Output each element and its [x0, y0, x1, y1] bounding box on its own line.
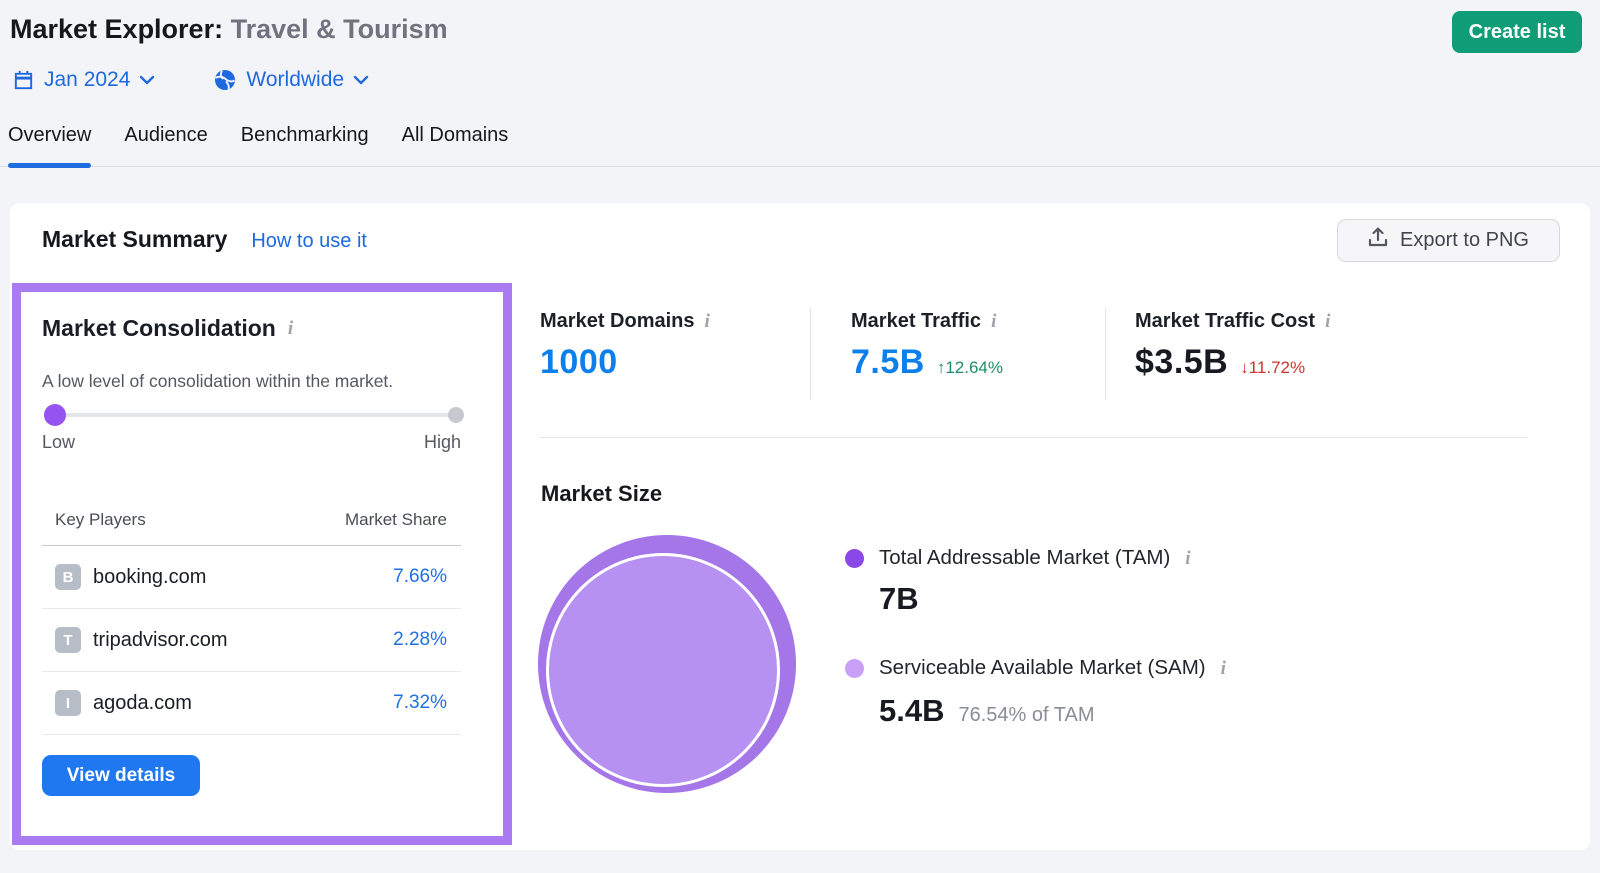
market-consolidation-panel: Market Consolidation i A low level of co…	[12, 283, 512, 845]
table-row-agoda[interactable]: I agoda.com 7.32%	[42, 672, 461, 735]
page-title: Market Explorer: Travel & Tourism	[10, 14, 448, 45]
tab-overview[interactable]: Overview	[8, 124, 92, 168]
region-selector[interactable]: Worldwide	[213, 68, 369, 92]
market-traffic-value: 7.5B	[851, 343, 925, 381]
market-traffic-change: ↑12.64%	[936, 358, 1003, 377]
divider	[810, 308, 811, 400]
tam-info-icon[interactable]: i	[1185, 547, 1191, 569]
consolidation-info-icon[interactable]: i	[287, 318, 294, 339]
slider-high-label: High	[423, 432, 461, 452]
stat-market-traffic: Market Traffic i 7.5B ↑12.64%	[851, 310, 1003, 382]
export-icon	[1368, 227, 1388, 254]
consolidation-description: A low level of consolidation within the …	[42, 371, 394, 391]
market-traffic-label: Market Traffic	[851, 310, 982, 332]
market-domains-value: 1000	[540, 343, 618, 381]
market-traffic-cost-change: ↓11.72%	[1240, 358, 1306, 377]
market-traffic-cost-label: Market Traffic Cost	[1135, 310, 1316, 332]
table-row-tripadvisor[interactable]: T tripadvisor.com 2.28%	[42, 609, 461, 672]
stat-market-traffic-cost: Market Traffic Cost i $3.5B ↓11.72%	[1135, 310, 1330, 382]
key-players-table: B booking.com 7.66% T tripadvisor.com 2.…	[42, 545, 461, 735]
divider	[1105, 308, 1106, 400]
slider-handle-high	[448, 407, 464, 423]
market-traffic-info-icon[interactable]: i	[991, 311, 997, 332]
tab-audience[interactable]: Audience	[124, 124, 208, 146]
market-domains-info-icon[interactable]: i	[704, 311, 710, 332]
sam-legend-row: Serviceable Available Market (SAM) i	[845, 656, 1226, 680]
market-domains-label: Market Domains	[540, 310, 695, 332]
slider-low-label: Low	[42, 432, 76, 452]
sam-label: Serviceable Available Market (SAM)	[879, 656, 1206, 679]
page-title-prefix: Market Explorer:	[10, 14, 224, 44]
favicon-booking: B	[55, 564, 81, 590]
market-share-column-label: Market Share	[344, 510, 447, 529]
create-list-button[interactable]: Create list	[1452, 11, 1582, 53]
tab-bar: Overview Audience Benchmarking All Domai…	[0, 124, 1600, 168]
favicon-tripadvisor: T	[55, 627, 81, 653]
how-to-use-link[interactable]: How to use it	[251, 230, 367, 252]
domain-name: agoda.com	[93, 691, 192, 714]
domain-name: booking.com	[93, 565, 207, 588]
market-share-value: 2.28%	[393, 629, 447, 650]
export-label: Export to PNG	[1400, 229, 1529, 251]
market-traffic-cost-value: $3.5B	[1135, 343, 1229, 381]
globe-icon	[213, 68, 237, 92]
sam-value-row: 5.4B 76.54% of TAM	[879, 693, 1094, 729]
stat-market-domains: Market Domains i 1000	[540, 310, 710, 382]
date-selector-label: Jan 2024	[44, 68, 131, 91]
table-row-booking[interactable]: B booking.com 7.66%	[42, 546, 461, 609]
sam-info-icon[interactable]: i	[1220, 657, 1226, 679]
market-summary-card: Market Summary How to use it Export to P…	[10, 203, 1590, 850]
consolidation-title: Market Consolidation	[42, 315, 276, 341]
sam-value: 5.4B	[879, 693, 945, 728]
sam-dot-icon	[845, 658, 864, 678]
card-title: Market Summary	[42, 226, 228, 252]
market-traffic-cost-info-icon[interactable]: i	[1325, 311, 1331, 332]
key-players-column-label: Key Players	[55, 510, 146, 529]
tab-all-domains[interactable]: All Domains	[401, 124, 509, 146]
domain-name: tripadvisor.com	[93, 628, 228, 651]
tam-value: 7B	[879, 581, 919, 616]
filters-bar: Jan 2024 Worldwide	[12, 68, 369, 92]
card-title-row: Market Summary How to use it	[42, 226, 367, 253]
tam-label: Total Addressable Market (TAM)	[879, 546, 1171, 569]
key-players-header: Key Players Market Share	[55, 510, 447, 530]
region-selector-label: Worldwide	[246, 68, 345, 91]
market-size-title: Market Size	[541, 481, 663, 506]
date-selector[interactable]: Jan 2024	[12, 68, 155, 92]
calendar-icon	[12, 69, 35, 92]
tam-value-row: 7B	[879, 581, 919, 617]
slider-handle-low	[44, 404, 66, 426]
market-name: Travel & Tourism	[230, 14, 448, 44]
consolidation-slider	[44, 402, 464, 428]
view-details-button[interactable]: View details	[42, 755, 200, 796]
tab-benchmarking[interactable]: Benchmarking	[240, 124, 369, 146]
favicon-agoda: I	[55, 690, 81, 716]
chevron-down-icon	[139, 75, 155, 85]
market-share-value: 7.66%	[393, 566, 447, 587]
tam-legend-row: Total Addressable Market (TAM) i	[845, 546, 1191, 570]
sam-percent-of-tam: 76.54% of TAM	[958, 704, 1095, 726]
chevron-down-icon	[353, 75, 369, 85]
export-to-png-button[interactable]: Export to PNG	[1337, 219, 1560, 262]
sam-bubble	[546, 553, 780, 787]
slider-track	[50, 413, 458, 417]
tam-dot-icon	[845, 548, 864, 568]
market-share-value: 7.32%	[393, 692, 447, 713]
divider	[540, 437, 1527, 438]
